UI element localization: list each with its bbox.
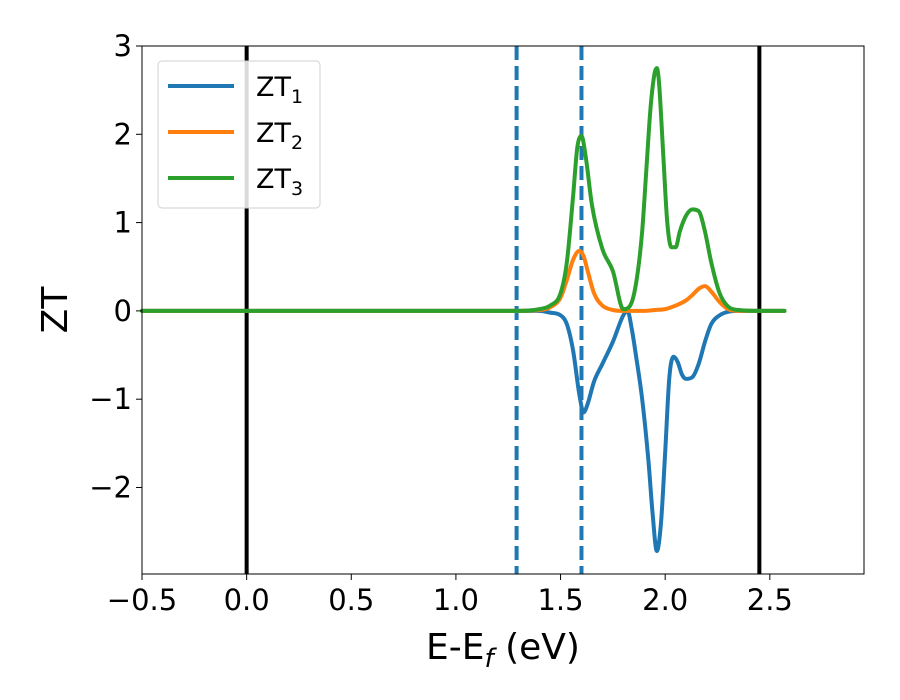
y-tick-label: 1	[114, 206, 132, 240]
x-tick-label: 0.0	[224, 583, 270, 617]
x-axis-title: E-Ef (eV)	[426, 627, 580, 674]
x-tick-label: 0.5	[328, 583, 374, 617]
y-tick-label: −1	[89, 382, 132, 416]
x-tick-label: 2.5	[747, 583, 793, 617]
legend-label-zt1: ZT1	[256, 72, 303, 108]
x-tick-label: 1.0	[433, 583, 479, 617]
y-tick-label: 3	[114, 29, 132, 63]
plot-frame	[141, 45, 865, 575]
x-tick-label: 1.5	[537, 583, 583, 617]
series-line-zt1	[140, 308, 787, 554]
series-line-zt2	[140, 248, 787, 313]
legend-label-zt3: ZT3	[256, 164, 303, 200]
axis-ticks: −0.5 0.0 0.5 1.0 1.5 2.0 2.5 −2 −1 0 1 2 3	[89, 29, 793, 617]
y-axis-title: ZT	[35, 286, 76, 334]
x-tick-label: 2.0	[642, 583, 688, 617]
series-line-zt3	[140, 66, 787, 313]
y-tick-label: −2	[89, 470, 132, 504]
legend-label-zt2: ZT2	[256, 118, 303, 154]
y-tick-label: 0	[114, 294, 132, 328]
x-tick-label: −0.5	[107, 583, 177, 617]
y-tick-label: 2	[114, 117, 132, 151]
legend: ZT1 ZT2 ZT3	[157, 60, 321, 209]
series-lines	[140, 66, 787, 554]
legend-box	[157, 60, 321, 209]
